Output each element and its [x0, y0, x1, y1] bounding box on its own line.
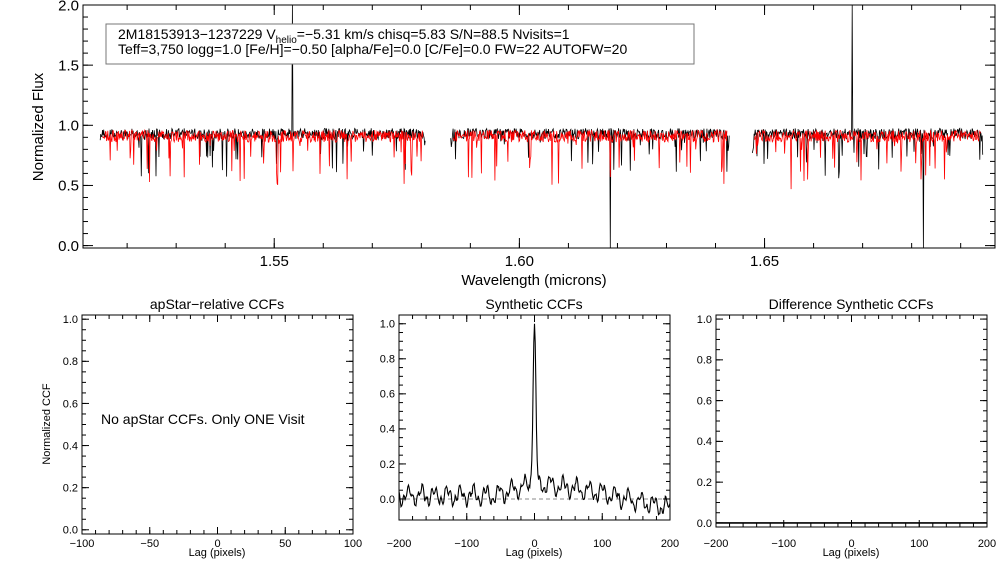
synthetic-ticks: −200 −100 0 100 200 0.0 0.2 0.4 0.6 0.8 1.0: [380, 315, 679, 550]
model-spectrum-chip-1: [102, 128, 424, 186]
y-tick-label: 1.0: [380, 319, 395, 331]
y-tick-label: 0.6: [697, 395, 712, 407]
x-tick-label: −200: [704, 538, 729, 550]
annotation-box: [105, 23, 695, 65]
x-tick-label: −100: [771, 538, 796, 550]
synthetic-title: Synthetic CCFs: [485, 296, 582, 312]
x-tick-label: 1.55: [260, 253, 289, 270]
x-tick-label: 200: [661, 538, 679, 550]
synthetic-ccf-curve: [398, 323, 671, 516]
x-tick-label: 100: [593, 538, 611, 550]
y-tick-label: 0.8: [697, 355, 712, 367]
vhelio-symbol: V: [266, 26, 276, 42]
y-tick-label: 0.0: [697, 518, 712, 530]
annotation-stats: =−5.31 km/s chisq=5.83 S/N=88.5 Nvisits=…: [297, 26, 570, 42]
x-tick-label: −100: [454, 538, 479, 550]
apstar-message: No apStar CCFs. Only ONE Visit: [101, 411, 305, 427]
x-tick-label: 50: [279, 538, 291, 550]
difference-xlabel: Lag (pixels): [823, 547, 880, 559]
spectrum-panel: 1.55 1.60 1.65 0.0 0.5 1.0 1.5 2.0 Normalized F…: [30, 0, 996, 289]
synthetic-frame: [398, 314, 671, 521]
x-tick-label: −200: [387, 538, 412, 550]
y-tick-label: 0.2: [63, 483, 78, 495]
observed-spectrum-chip-1: [99, 4, 426, 177]
model-spectrum-chip-3: [754, 129, 981, 190]
x-tick-label: 200: [978, 538, 996, 550]
y-tick-label: 0.6: [380, 389, 395, 401]
x-tick-label: 1.60: [505, 253, 534, 270]
y-tick-label: 2.0: [58, 0, 79, 14]
difference-title: Difference Synthetic CCFs: [769, 296, 934, 312]
apstar-xlabel: Lag (pixels): [189, 547, 246, 559]
y-tick-label: 1.5: [58, 57, 79, 74]
y-tick-label: 0.0: [63, 525, 78, 537]
model-spectrum-chip-2: [452, 128, 728, 185]
y-tick-label: 0.4: [63, 440, 78, 452]
x-tick-label: −100: [70, 538, 95, 550]
spectrum-lines: [99, 4, 984, 249]
difference-ticks: −200 −100 0 100 200 0.0 0.2 0.4 0.6 0.8 1.0: [697, 314, 996, 550]
apstar-ticks: −100 −50 0 50 100 0.0 0.2 0.4 0.6 0.8 1.0: [63, 314, 362, 550]
star-id: 2M18153913−1237229: [118, 26, 263, 42]
apstar-panel: −100 −50 0 50 100 0.0 0.2 0.4 0.6 0.8 1.0 apStar−r…: [41, 296, 362, 559]
spectrum-frame: [82, 4, 996, 249]
synthetic-xlabel: Lag (pixels): [506, 547, 563, 559]
y-tick-label: 1.0: [63, 314, 78, 326]
annotation-line-1: 2M18153913−1237229 Vhelio=−5.31 km/s chi…: [118, 26, 570, 46]
y-tick-label: 0.2: [697, 477, 712, 489]
x-tick-label: 100: [344, 538, 362, 550]
x-tick-label: 0: [531, 538, 537, 550]
apstar-ylabel: Normalized CCF: [41, 383, 53, 465]
vhelio-subscript: helio: [276, 35, 298, 46]
spectrum-xlabel: Wavelength (microns): [461, 272, 606, 289]
x-tick-label: 0: [214, 538, 220, 550]
annotation-line-2: Teff=3,750 logg=1.0 [Fe/H]=−0.50 [alpha/…: [118, 41, 627, 57]
y-tick-label: 0.5: [58, 178, 79, 195]
x-tick-label: 0: [848, 538, 854, 550]
y-tick-label: 0.0: [380, 494, 395, 506]
y-tick-label: 0.4: [380, 424, 395, 436]
difference-panel: −200 −100 0 100 200 0.0 0.2 0.4 0.6 0.8 1.0 Differ…: [697, 296, 996, 559]
y-tick-label: 0.8: [63, 356, 78, 368]
spectrum-ticks: 1.55 1.60 1.65 0.0 0.5 1.0 1.5 2.0: [58, 0, 995, 270]
synthetic-panel: −200 −100 0 100 200 0.0 0.2 0.4 0.6 0.8 1.0 Synthe…: [380, 296, 679, 559]
x-tick-label: 100: [910, 538, 928, 550]
y-tick-label: 0.4: [697, 436, 712, 448]
y-tick-label: 0.6: [63, 398, 78, 410]
x-tick-label: 1.65: [750, 253, 779, 270]
y-tick-label: 0.8: [380, 354, 395, 366]
y-tick-label: 1.0: [58, 118, 79, 135]
observed-spectrum-chip-3: [751, 4, 984, 249]
difference-frame: [715, 314, 988, 528]
y-tick-label: 0.0: [58, 238, 79, 255]
spectrum-ylabel: Normalized Flux: [30, 72, 47, 181]
y-tick-label: 0.2: [380, 459, 395, 471]
apstar-title: apStar−relative CCFs: [150, 296, 284, 312]
y-tick-label: 1.0: [697, 314, 712, 326]
x-tick-label: −50: [140, 538, 159, 550]
